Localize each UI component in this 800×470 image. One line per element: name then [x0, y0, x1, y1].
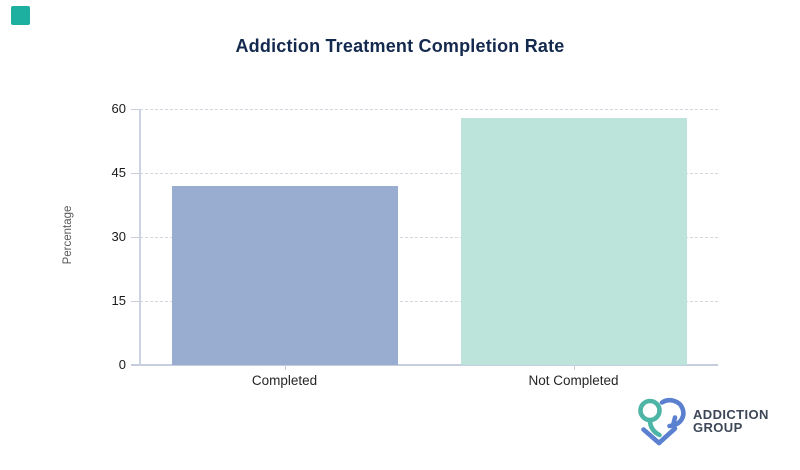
heart-logo-icon: [638, 398, 686, 446]
y-tick-label-45: 45: [111, 165, 126, 180]
gridline-45: [140, 172, 718, 174]
y-tick-15: [131, 300, 140, 302]
y-tick-30: [131, 236, 140, 238]
y-tick-45: [131, 172, 140, 174]
x-label-not-completed: Not Completed: [528, 373, 619, 388]
gridline-60: [140, 108, 718, 110]
y-tick-label-15: 15: [111, 293, 126, 308]
y-tick-60: [131, 108, 140, 110]
x-axis-line: [131, 364, 718, 366]
x-label-completed: Completed: [251, 373, 318, 388]
logo-line2: GROUP: [693, 420, 743, 435]
gridline-30: [140, 236, 718, 238]
y-tick-label-60: 60: [111, 101, 126, 116]
logo-wordmark: ADDICTION GROUP: [693, 408, 769, 434]
bar-completed: [171, 185, 398, 365]
y-tick-label-30: 30: [111, 229, 126, 244]
y-tick-label-0: 0: [118, 357, 126, 372]
plot-area: 0 15 30 45 60 Completed Not Completed: [112, 101, 718, 388]
bar-not-completed: [460, 117, 687, 365]
teal-square-icon: [11, 6, 30, 25]
logo-line1: ADDICTION: [693, 407, 769, 422]
gridline-15: [140, 300, 718, 302]
y-axis-label: Percentage: [62, 205, 74, 265]
x-tick-1: [284, 365, 286, 370]
addiction-group-logo: ADDICTION GROUP: [633, 396, 769, 446]
chart-title: Addiction Treatment Completion Rate: [235, 36, 565, 56]
x-tick-2: [573, 365, 575, 370]
